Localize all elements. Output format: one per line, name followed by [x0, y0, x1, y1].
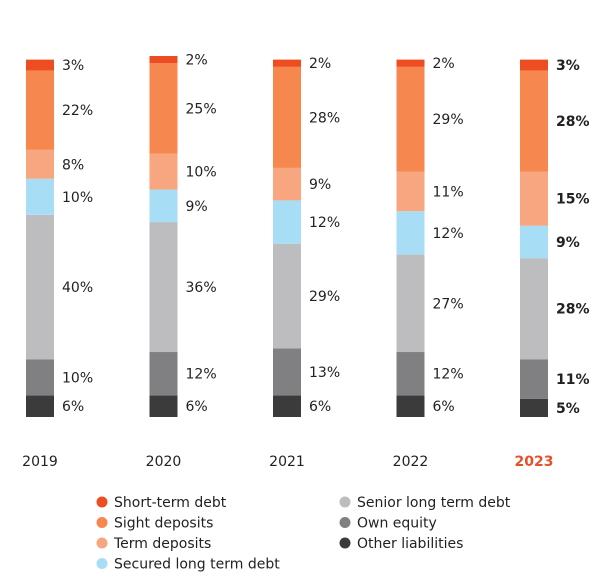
legend-label: Senior long term debt: [357, 495, 511, 511]
bar-segment: [273, 243, 301, 349]
value-label: 10%: [62, 370, 93, 386]
bar-segment: [396, 59, 425, 67]
value-label: 22%: [62, 103, 93, 119]
value-label: 12%: [309, 215, 340, 231]
value-label: 13%: [309, 365, 340, 381]
bar-segment: [273, 59, 301, 67]
value-label: 15%: [556, 192, 590, 208]
value-label: 3%: [556, 58, 580, 74]
bar-segment: [149, 56, 178, 64]
value-label: 2%: [433, 56, 455, 72]
bar-segment: [396, 66, 425, 172]
value-label: 29%: [309, 289, 340, 305]
legend-marker: [96, 537, 108, 549]
x-tick-label: 2020: [146, 454, 182, 470]
bar-segment: [520, 359, 548, 399]
value-label: 11%: [433, 184, 464, 200]
bar-segment: [149, 153, 178, 190]
legend-label: Short-term debt: [114, 495, 227, 511]
bar-segment: [396, 352, 425, 396]
value-label: 12%: [433, 226, 464, 242]
value-label: 9%: [186, 199, 208, 215]
legend-label: Sight deposits: [114, 516, 213, 532]
bar-segment: [273, 200, 301, 244]
bar-segment: [26, 359, 54, 396]
bar-segment: [149, 189, 178, 223]
bar-segment: [149, 63, 178, 154]
value-label: 6%: [309, 399, 331, 415]
legend-marker: [339, 517, 351, 528]
bar-segment: [520, 258, 548, 360]
legend-label: Term deposits: [113, 536, 211, 552]
value-label: 28%: [309, 110, 340, 126]
value-label: 27%: [433, 296, 464, 312]
legend-label: Secured long term debt: [114, 557, 280, 573]
bar-segment: [26, 178, 54, 215]
bar-segment: [520, 225, 548, 259]
legend-marker: [96, 558, 108, 569]
bar-segment: [520, 398, 548, 417]
bar-segment: [149, 395, 178, 417]
value-label: 12%: [186, 367, 217, 383]
value-label: 11%: [556, 372, 590, 388]
bar-segment: [26, 395, 54, 417]
value-label: 40%: [62, 280, 93, 296]
bar-segment: [396, 254, 425, 353]
legend-label: Own equity: [357, 516, 437, 532]
value-label: 10%: [62, 190, 93, 206]
value-label: 10%: [186, 165, 217, 181]
bar-segment: [273, 395, 301, 417]
value-label: 12%: [433, 367, 464, 383]
legend-marker: [339, 537, 351, 549]
bar-segment: [273, 348, 301, 396]
x-tick-label: 2023: [515, 454, 554, 470]
legend-marker: [96, 496, 108, 508]
bar-segment: [396, 395, 425, 417]
legend-marker: [339, 496, 351, 508]
bar-segment: [26, 59, 54, 71]
bar-segment: [273, 66, 301, 168]
bar-segment: [520, 59, 548, 71]
value-label: 6%: [186, 399, 208, 415]
bar-segment: [149, 352, 178, 396]
legend-marker: [96, 517, 108, 528]
bar-segment: [396, 171, 425, 212]
value-label: 8%: [62, 157, 84, 173]
value-label: 6%: [433, 399, 455, 415]
value-label: 2%: [186, 53, 208, 69]
bar-segment: [520, 171, 548, 226]
x-tick-label: 2021: [269, 454, 305, 470]
value-label: 5%: [556, 401, 580, 417]
bar-segment: [396, 211, 425, 255]
bar-segment: [26, 214, 54, 360]
value-label: 36%: [186, 280, 217, 296]
value-label: 2%: [309, 56, 331, 72]
value-label: 29%: [433, 112, 464, 128]
value-label: 9%: [309, 177, 331, 193]
bar-segment: [26, 149, 54, 179]
value-label: 3%: [62, 58, 84, 74]
x-tick-label: 2022: [393, 454, 429, 470]
bar-segment: [273, 167, 301, 201]
value-label: 9%: [556, 235, 580, 251]
bar-segment: [26, 70, 54, 150]
value-label: 28%: [556, 114, 590, 130]
value-label: 6%: [62, 399, 84, 415]
x-tick-label: 2019: [22, 454, 58, 470]
bar-segment: [149, 222, 178, 353]
value-label: 28%: [556, 302, 590, 318]
legend-label: Other liabilities: [357, 536, 463, 552]
value-label: 25%: [186, 101, 217, 117]
bar-segment: [520, 70, 548, 172]
